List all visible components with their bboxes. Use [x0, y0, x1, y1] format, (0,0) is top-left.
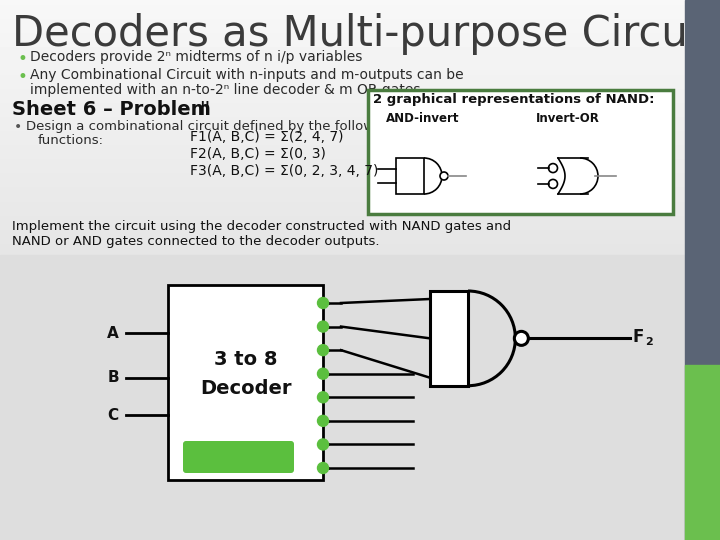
Text: 2 graphical representations of NAND:: 2 graphical representations of NAND:: [373, 93, 654, 106]
Text: Decoder: Decoder: [199, 379, 292, 398]
Circle shape: [318, 345, 328, 356]
Bar: [430, 291, 468, 386]
Bar: [396, 158, 424, 194]
Circle shape: [318, 392, 328, 403]
Text: 2: 2: [645, 338, 653, 347]
Text: NAND based: NAND based: [194, 450, 282, 463]
Text: B: B: [107, 370, 119, 385]
Text: AND-invert: AND-invert: [386, 112, 459, 125]
Circle shape: [549, 164, 557, 173]
Text: functions:: functions:: [38, 134, 104, 147]
Text: implemented with an n-to-2ⁿ line decoder & m OR-gates: implemented with an n-to-2ⁿ line decoder…: [30, 83, 420, 97]
Text: Design a combinational circuit defined by the following three Boolean: Design a combinational circuit defined b…: [26, 120, 493, 133]
Text: 3 to 8: 3 to 8: [214, 349, 277, 369]
Text: Decoders as Multi-purpose Circuit: Decoders as Multi-purpose Circuit: [12, 13, 716, 55]
Text: Sheet 6 – Problem: Sheet 6 – Problem: [12, 100, 217, 119]
Bar: [685, 365, 720, 540]
Text: F1(A, B,C) = Σ(2, 4, 7): F1(A, B,C) = Σ(2, 4, 7): [190, 130, 343, 144]
Bar: [0, 255, 685, 540]
Circle shape: [318, 439, 328, 450]
Circle shape: [440, 172, 448, 180]
Circle shape: [549, 179, 557, 188]
Text: F2(A, B,C) = Σ(0, 3): F2(A, B,C) = Σ(0, 3): [190, 147, 326, 161]
Bar: [368, 90, 673, 214]
Text: •: •: [14, 120, 22, 134]
Text: A: A: [107, 326, 119, 341]
Text: Implement the circuit using the decoder constructed with NAND gates and: Implement the circuit using the decoder …: [12, 220, 511, 233]
Circle shape: [514, 332, 528, 346]
Text: C: C: [107, 408, 119, 422]
Text: Any Combinational Circuit with n-inputs and m-outputs can be: Any Combinational Circuit with n-inputs …: [30, 68, 464, 82]
Circle shape: [318, 321, 328, 332]
Text: •: •: [18, 68, 28, 86]
Bar: [168, 285, 323, 480]
Circle shape: [318, 462, 328, 474]
Circle shape: [318, 298, 328, 308]
Text: Decoders provide 2ⁿ midterms of n i/p variables: Decoders provide 2ⁿ midterms of n i/p va…: [30, 50, 362, 64]
Bar: [685, 0, 720, 540]
Text: Invert-OR: Invert-OR: [536, 112, 600, 125]
Text: F3(A, B,C) = Σ(0, 2, 3, 4, 7): F3(A, B,C) = Σ(0, 2, 3, 4, 7): [190, 164, 379, 178]
Text: •: •: [18, 50, 28, 68]
Circle shape: [318, 415, 328, 427]
Circle shape: [318, 368, 328, 379]
Text: II: II: [199, 100, 210, 119]
Text: F: F: [633, 328, 644, 346]
FancyBboxPatch shape: [183, 441, 294, 473]
Text: NAND or AND gates connected to the decoder outputs.: NAND or AND gates connected to the decod…: [12, 235, 379, 248]
